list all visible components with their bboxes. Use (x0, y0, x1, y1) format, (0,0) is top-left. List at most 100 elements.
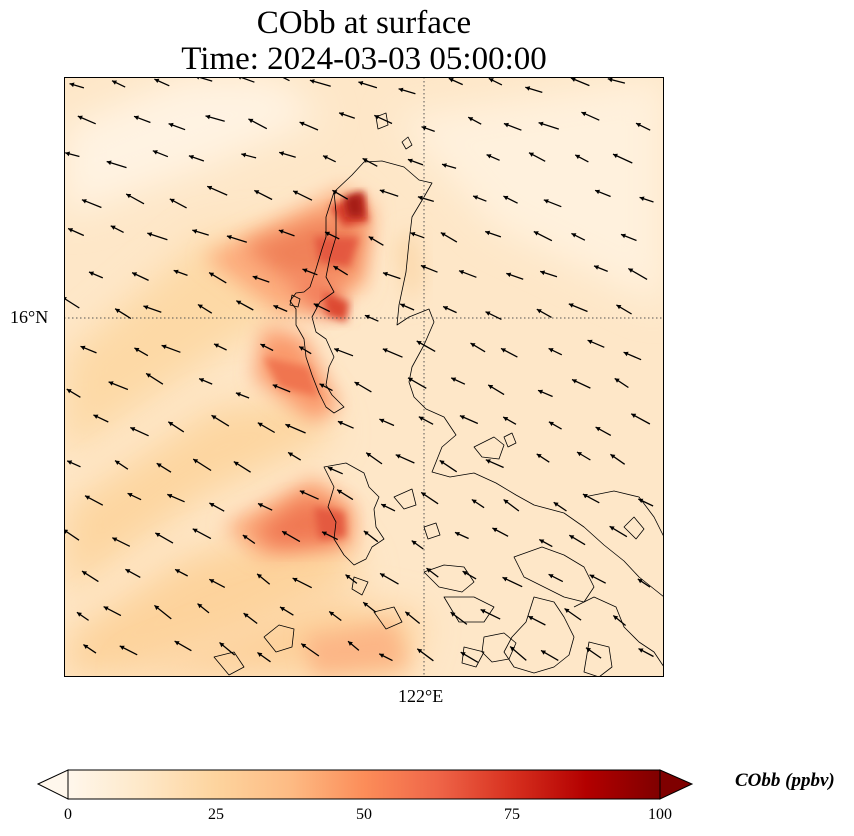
wind-arrow-head (382, 348, 388, 353)
wind-arrow-head (411, 540, 417, 546)
wind-arrow-head (209, 503, 215, 508)
wind-arrow-head (252, 275, 258, 281)
wind-arrow-head (112, 80, 117, 85)
wind-arrow-head (581, 111, 587, 117)
wind-arrow-head (587, 339, 593, 345)
wind-arrow-head (503, 499, 509, 505)
wind-arrow-head (192, 229, 198, 234)
wind-arrow-head (503, 195, 509, 201)
wind-arrow-head (337, 489, 343, 495)
wind-arrow-head (470, 343, 476, 348)
wind-arrow-head (639, 196, 645, 201)
colorbar-tick-100: 100 (648, 806, 672, 823)
wind-arrow-head (501, 348, 506, 353)
wind-arrow-head (485, 311, 491, 316)
wind-arrow-head (536, 453, 542, 459)
wind-arrow-head (636, 123, 641, 128)
wind-arrow-head (125, 569, 131, 574)
wind-arrow-head (323, 155, 328, 160)
wind-arrow-head (538, 121, 544, 127)
colorbar-tick-75: 75 (504, 806, 520, 823)
wind-arrow-head (309, 79, 315, 84)
wind-arrow-head (460, 652, 466, 657)
wind-arrow-head (299, 121, 305, 127)
wind-arrow-head (192, 528, 198, 533)
wind-arrow-head (83, 644, 89, 649)
wind-arrow-head (607, 77, 613, 83)
wind-arrow-head (374, 115, 380, 120)
wind-arrow-head (345, 574, 351, 580)
wind-arrow-head (541, 650, 546, 655)
wind-arrow-head (205, 114, 211, 120)
wind-arrow-head (68, 228, 73, 233)
wind-arrow-head (85, 495, 90, 500)
wind-arrow-head (285, 424, 291, 429)
wind-arrow-head (119, 645, 125, 650)
wind-vectors (64, 77, 654, 663)
wind-arrow-head (241, 152, 247, 158)
wind-arrow-head (540, 270, 546, 276)
map-frame (64, 77, 664, 677)
wind-arrow-head (280, 606, 285, 612)
wind-arrow-head (302, 268, 308, 273)
wind-arrow-head (146, 373, 151, 378)
wind-arrow-head (169, 198, 175, 204)
wind-arrow-head (89, 271, 94, 276)
wind-arrow-head (564, 608, 570, 613)
wind-arrow-head (582, 494, 588, 499)
wind-arrow-head (108, 381, 114, 386)
wind-arrow-head (193, 459, 199, 464)
wind-arrow-head (577, 452, 582, 457)
wind-arrow-head (616, 304, 622, 310)
wind-arrow-head (293, 190, 299, 195)
wind-arrow-head (130, 427, 136, 432)
wind-arrow-shaft (238, 77, 255, 83)
wind-arrow-head (209, 579, 215, 584)
wind-arrow-head (502, 577, 508, 582)
wind-arrow-head (408, 377, 413, 382)
wind-arrow-head (548, 348, 554, 353)
wind-arrow-head (488, 384, 494, 390)
wind-arrow-head (319, 383, 325, 388)
wind-arrow-head (609, 526, 615, 531)
wind-arrow-head (143, 305, 149, 310)
wind-arrow-head (459, 415, 465, 420)
wind-arrow-head (272, 384, 278, 389)
wind-arrow-head (110, 225, 116, 230)
wind-arrow-head (273, 305, 279, 310)
wind-arrow-head (154, 78, 160, 83)
wind-arrow-head (279, 151, 285, 156)
wind-arrow-head (525, 86, 531, 91)
wind-arrow-head (207, 185, 213, 191)
wind-arrow-head (77, 115, 83, 120)
wind-arrow-head (258, 503, 263, 508)
wind-arrow-head (395, 454, 401, 459)
wind-arrow-head (379, 653, 385, 658)
wind-arrow-head (594, 265, 599, 270)
wind-arrow-head (569, 535, 575, 540)
longitude-tick-label: 122°E (398, 686, 444, 706)
wind-arrow-head (539, 539, 545, 544)
wind-arrow-head (488, 78, 494, 83)
wind-arrow-head (337, 421, 343, 426)
wind-arrow-head (570, 77, 576, 82)
wind-arrow-head (197, 603, 203, 609)
wind-arrow-head (80, 345, 86, 351)
wind-arrow-head (623, 351, 629, 357)
wind-arrow-head (197, 304, 203, 309)
wind-arrow-head (348, 641, 353, 646)
wind-arrow-head (628, 268, 634, 273)
colorbar-max-extend (659, 769, 694, 800)
wind-arrow-head (553, 502, 559, 507)
wind-arrow-head (459, 270, 464, 275)
wind-arrow-head (173, 269, 179, 275)
wind-arrow-head (214, 343, 219, 348)
wind-arrow-head (154, 605, 160, 611)
wind-arrow-head (571, 233, 577, 238)
colorbar-label: CObb (ppbv) (735, 770, 835, 791)
wind-arrow-head (76, 612, 82, 617)
wind-arrow-head (462, 571, 468, 576)
wind-arrow-head (543, 199, 549, 204)
wind-arrow-head (572, 379, 577, 384)
wind-arrow-head (81, 199, 87, 204)
